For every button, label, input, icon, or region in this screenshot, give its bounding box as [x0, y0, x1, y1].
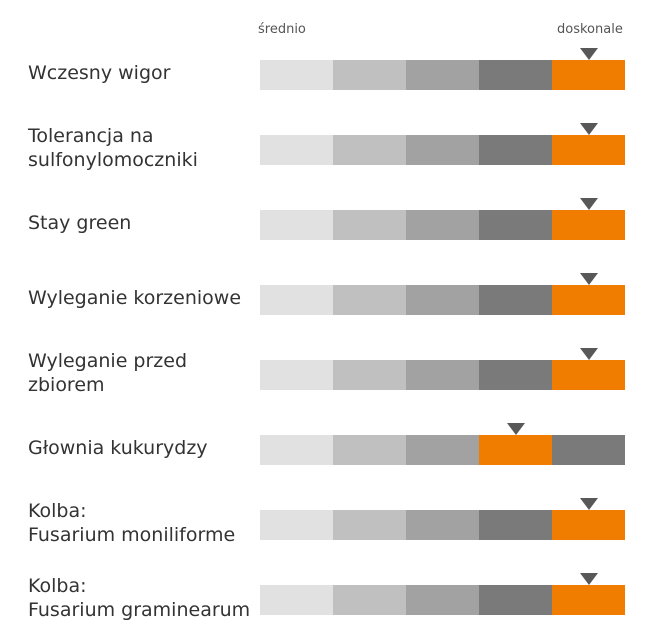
rating-segment	[406, 510, 479, 540]
rating-segment-highlight	[552, 285, 625, 315]
row-label: Stay green	[28, 212, 132, 234]
rating-segment	[333, 135, 406, 165]
rating-marker-icon	[579, 198, 598, 210]
rating-segment-highlight	[552, 585, 625, 615]
rating-bar	[260, 48, 625, 90]
scale-min-label: średnio	[258, 22, 306, 37]
rating-bar	[260, 123, 625, 165]
rating-segment	[479, 210, 552, 240]
scale-max-label: doskonale	[557, 22, 623, 37]
rating-segment	[479, 585, 552, 615]
row-label: Kolba: Fusarium moniliforme	[28, 500, 236, 546]
rating-segment	[260, 60, 333, 90]
rating-segment	[406, 60, 479, 90]
rating-bar	[260, 423, 625, 465]
rating-segment	[479, 360, 552, 390]
rating-segment	[333, 360, 406, 390]
row-label: Wyleganie korzeniowe	[28, 287, 242, 309]
rating-segment	[260, 285, 333, 315]
rating-segment	[406, 435, 479, 465]
rating-segment	[333, 435, 406, 465]
rating-segment-highlight	[552, 135, 625, 165]
rating-segment	[260, 510, 333, 540]
rating-bar	[260, 198, 625, 240]
rating-segment	[333, 285, 406, 315]
rating-segment	[260, 585, 333, 615]
rating-segment	[479, 60, 552, 90]
rating-bar	[260, 348, 625, 390]
rating-bar	[260, 273, 625, 315]
rating-marker-icon	[579, 573, 598, 585]
rating-segment-highlight	[552, 510, 625, 540]
rating-marker-icon	[579, 498, 598, 510]
row-label: Tolerancja na sulfonylomoczniki	[28, 125, 198, 171]
rating-segment	[479, 285, 552, 315]
row-label: Wczesny wigor	[28, 62, 171, 84]
rating-segment-highlight	[552, 60, 625, 90]
rating-segment	[333, 510, 406, 540]
rating-segment	[260, 435, 333, 465]
rating-marker-icon	[579, 48, 598, 60]
rating-segment	[333, 210, 406, 240]
rating-marker-icon	[579, 273, 598, 285]
rating-marker-icon	[579, 123, 598, 135]
rating-segment	[333, 585, 406, 615]
rating-marker-icon	[506, 423, 525, 435]
rating-segment	[406, 210, 479, 240]
rating-segment	[406, 135, 479, 165]
rating-segment-highlight	[552, 210, 625, 240]
rating-segment-dotted	[552, 435, 625, 465]
rating-segment	[406, 285, 479, 315]
rating-segment	[260, 360, 333, 390]
rating-bar	[260, 498, 625, 540]
rating-segment	[406, 360, 479, 390]
rating-segment	[260, 135, 333, 165]
row-label: Wyleganie przed zbiorem	[28, 350, 188, 396]
rating-marker-icon	[579, 348, 598, 360]
rating-segment-highlight	[552, 360, 625, 390]
rating-segment	[260, 210, 333, 240]
rating-segment	[479, 510, 552, 540]
rating-bar	[260, 573, 625, 615]
row-label: Głownia kukurydzy	[28, 437, 208, 459]
rating-segment	[333, 60, 406, 90]
rating-segment-highlight	[479, 435, 552, 465]
rating-segment	[406, 585, 479, 615]
row-label: Kolba: Fusarium graminearum	[28, 575, 251, 621]
rating-segment	[479, 135, 552, 165]
